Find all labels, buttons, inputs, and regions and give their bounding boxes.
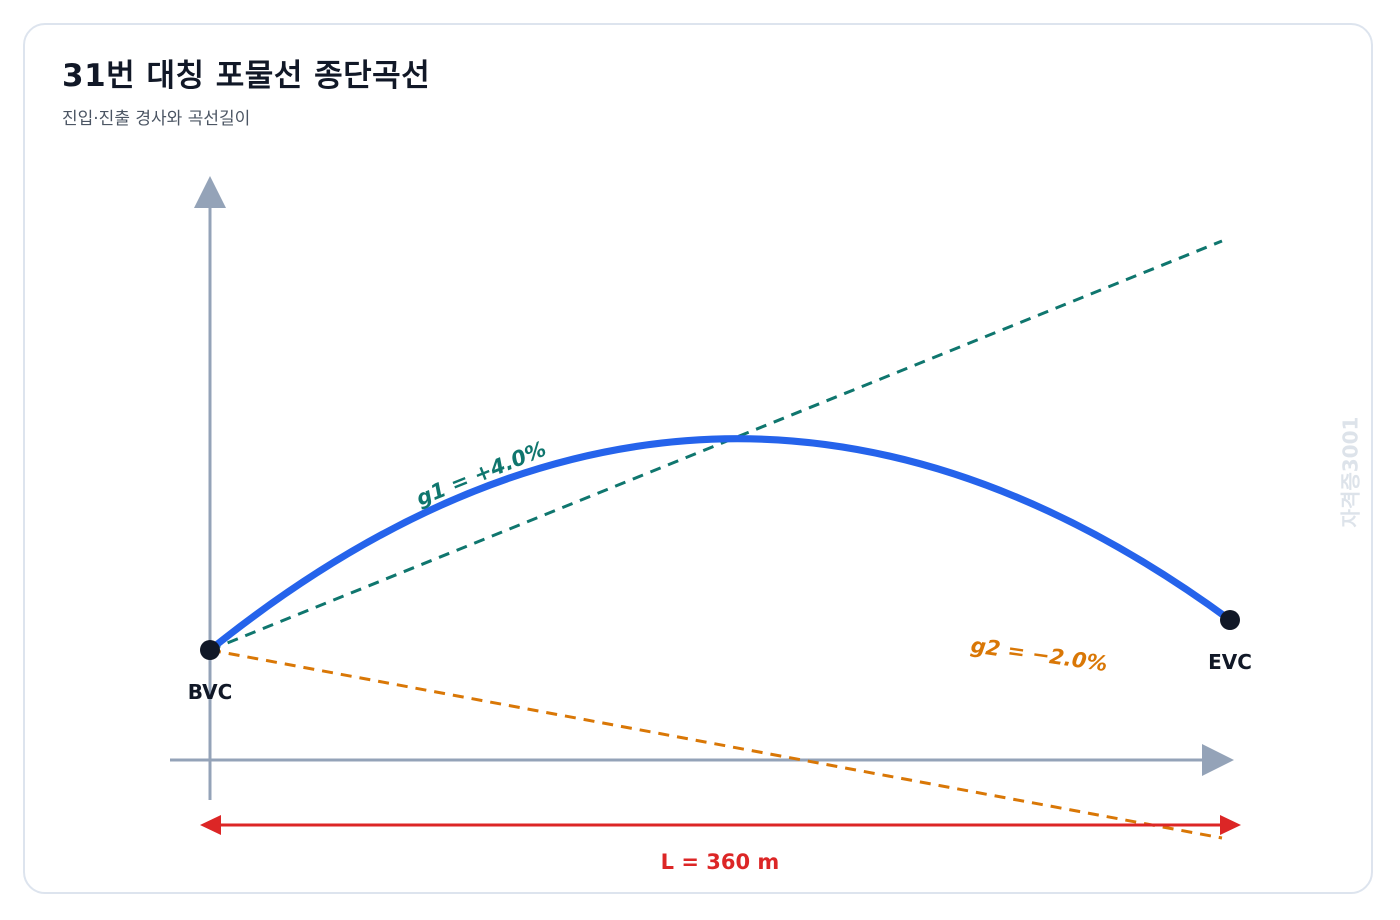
g2-label: g2 = −2.0%	[969, 633, 1109, 676]
tangent-in-line	[209, 239, 1223, 652]
diagram-card	[23, 23, 1373, 894]
evc-point	[1220, 610, 1240, 630]
watermark-text: 자격증3001	[1339, 417, 1363, 528]
page-title: 31번 대칭 포물선 종단곡선	[62, 58, 431, 94]
length-arrowhead-right	[1220, 815, 1241, 835]
x-axis-arrowhead	[1202, 744, 1234, 776]
length-arrowhead-left	[200, 815, 221, 835]
bvc-point	[200, 640, 220, 660]
length-label: L = 360 m	[661, 850, 780, 874]
page-subtitle: 진입·진출 경사와 곡선길이	[62, 109, 251, 129]
evc-label: EVC	[1208, 650, 1252, 674]
tangent-out-line	[209, 648, 1223, 840]
y-axis-arrowhead	[194, 176, 226, 208]
bvc-label: BVC	[188, 680, 233, 704]
vertical-curve	[206, 435, 1234, 654]
